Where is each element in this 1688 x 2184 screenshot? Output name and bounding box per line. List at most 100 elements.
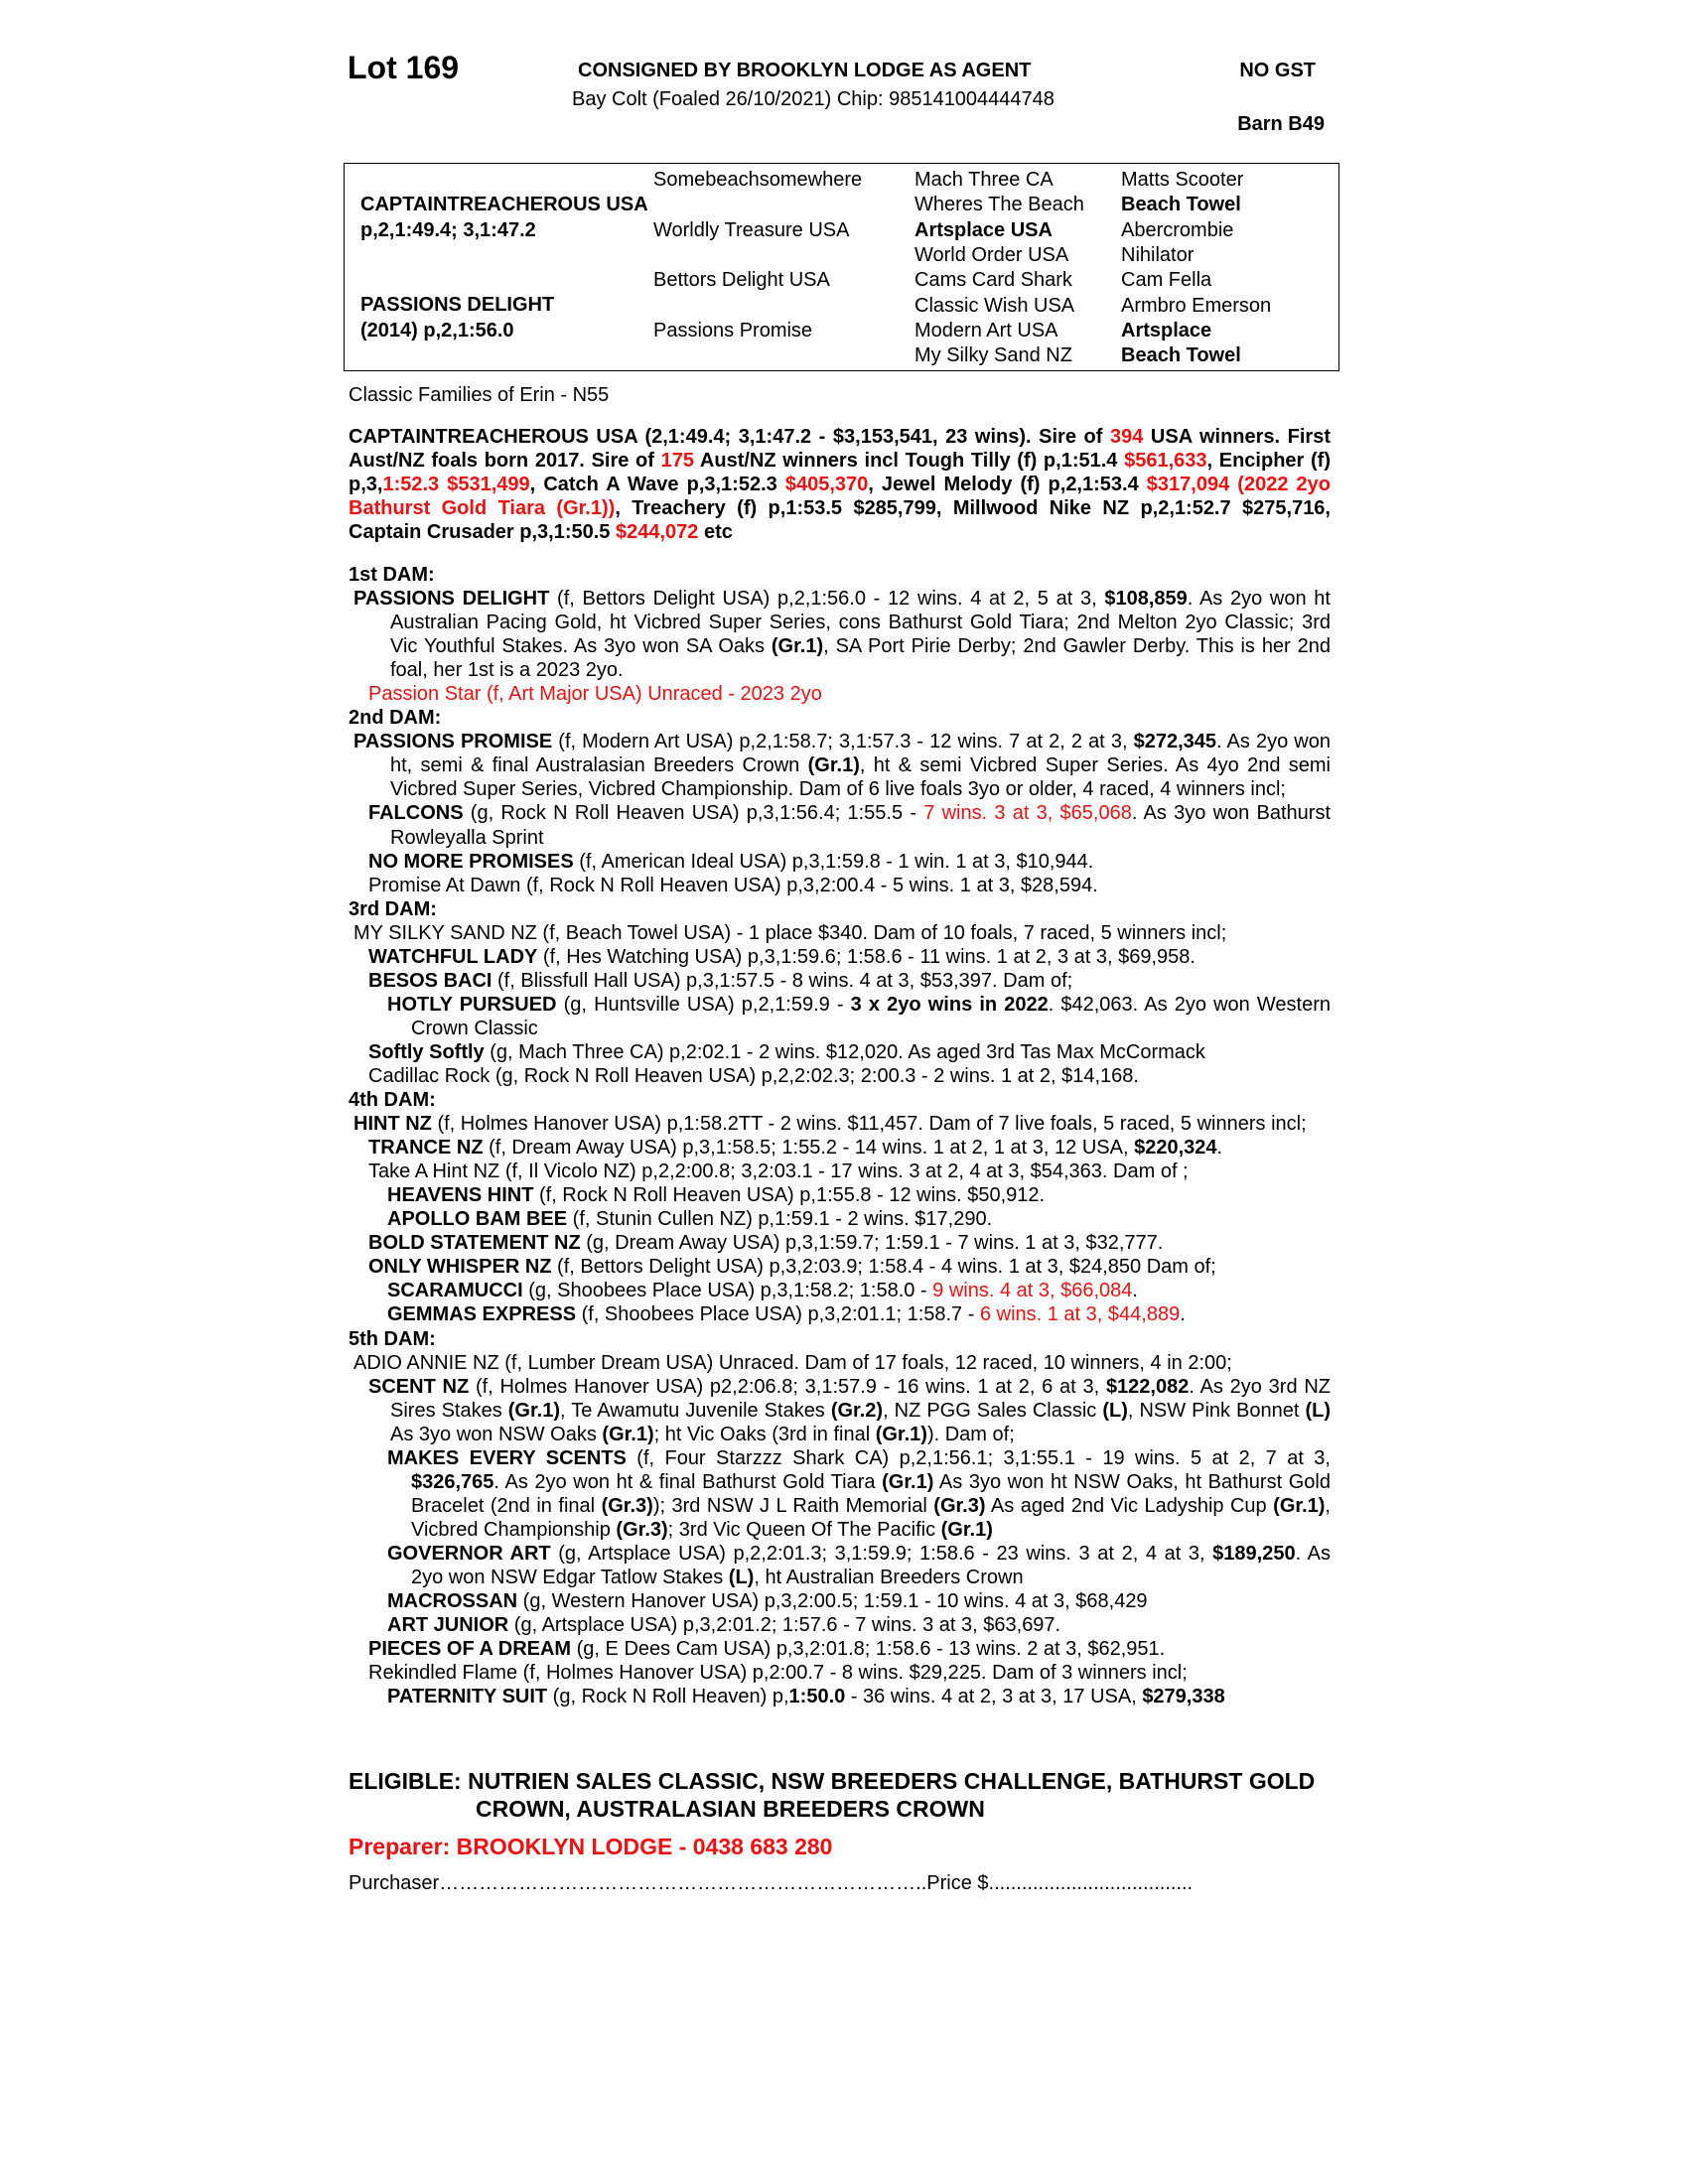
- produce-entry: GOVERNOR ART (g, Artsplace USA) p,2,2:01…: [348, 1542, 1331, 1589]
- pedigree-gen4: Abercrombie: [1121, 218, 1234, 241]
- produce-entry: Softly Softly (g, Mach Three CA) p,2:02.…: [348, 1040, 1331, 1064]
- pedigree-gen3: Modern Art USA: [914, 319, 1058, 341]
- produce-entry: SCENT NZ (f, Holmes Hanover USA) p2,2:06…: [348, 1375, 1331, 1446]
- pedigree-gen4: Artsplace: [1121, 319, 1212, 341]
- text-segment: , NSW Pink Bonnet: [1127, 1399, 1306, 1422]
- pedigree-gen3: Cams Card Shark: [914, 269, 1072, 292]
- dam-heading: 5th DAM:: [349, 1327, 436, 1350]
- produce-entry: ONLY WHISPER NZ (f, Bettors Delight USA)…: [348, 1255, 1331, 1279]
- text-segment: . As 2yo won ht & final Bathurst Gold Ti…: [493, 1470, 883, 1493]
- text-segment: - 36 wins. 4 at 2, 3 at 3, 17 USA,: [845, 1686, 1143, 1708]
- text-segment: ADIO ANNIE NZ (f, Lumber Dream USA) Unra…: [353, 1351, 1232, 1374]
- text-segment: (Gr.2): [830, 1399, 884, 1422]
- gst-status: NO GST: [1239, 60, 1316, 81]
- text-segment: GOVERNOR ART: [387, 1542, 551, 1565]
- text-segment: (Gr.3): [616, 1518, 668, 1541]
- text-segment: (f, Holmes Hanover USA) p2,2:06.8; 3,1:5…: [469, 1375, 1106, 1398]
- text-segment: (L): [1305, 1399, 1331, 1422]
- text-segment: As 3yo won NSW Oaks: [390, 1423, 603, 1445]
- produce-entry: MY SILKY SAND NZ (f, Beach Towel USA) - …: [348, 921, 1331, 945]
- pedigree-dam: PASSIONS DELIGHT: [360, 294, 555, 316]
- text-segment: (Gr.3): [933, 1494, 986, 1517]
- produce-entry: MACROSSAN (g, Western Hanover USA) p,3,2…: [348, 1589, 1331, 1613]
- text-segment: MY SILKY SAND NZ (f, Beach Towel USA) - …: [353, 921, 1227, 944]
- purchaser-price-line[interactable]: Purchaser………………………………………………………………..Price…: [349, 1872, 1194, 1894]
- text-segment: (Gr.1): [940, 1518, 993, 1541]
- text-segment: ; 3rd Vic Queen Of The Pacific: [667, 1518, 941, 1541]
- produce-entry: Promise At Dawn (f, Rock N Roll Heaven U…: [348, 874, 1331, 897]
- text-segment: (f, Dream Away USA) p,3,1:58.5; 1:55.2 -…: [483, 1137, 1135, 1160]
- text-segment: $189,250: [1212, 1542, 1296, 1565]
- text-segment: (f, Bettors Delight USA) p,2,1:56.0 - 12…: [549, 588, 1105, 611]
- text-segment: (f, Rock N Roll Heaven USA) p,1:55.8 - 1…: [533, 1184, 1046, 1207]
- produce-entry: ART JUNIOR (g, Artsplace USA) p,3,2:01.2…: [348, 1613, 1331, 1637]
- dam-lines: 1st DAM: PASSIONS DELIGHT (f, Bettors Del…: [348, 563, 1331, 1708]
- text-segment: . As 2yo 3rd NZ Sires Stakes: [390, 1375, 1331, 1422]
- text-segment: . As 2yo won ht, semi & final Australasi…: [390, 731, 1331, 777]
- text-segment: ONLY WHISPER NZ: [368, 1256, 552, 1279]
- produce-entry: GEMMAS EXPRESS (f, Shoobees Place USA) p…: [348, 1302, 1331, 1326]
- text-segment: ); 3rd NSW J L Raith Memorial: [652, 1494, 934, 1517]
- text-segment: 394: [1109, 426, 1144, 448]
- text-segment: 7 wins. 3 at 3, $65,068: [923, 802, 1132, 825]
- produce-entry: Take A Hint NZ (f, Il Vicolo NZ) p,2,2:0…: [348, 1160, 1331, 1183]
- eligibility: ELIGIBLE: NUTRIEN SALES CLASSIC, NSW BRE…: [349, 1768, 1316, 1822]
- text-segment: $317,094 (2022 2yo Bathurst Gold Tiara (…: [349, 474, 1332, 519]
- text-segment: (g, Mach Three CA) p,2:02.1 - 2 wins. $1…: [484, 1040, 1205, 1063]
- text-segment: 1:52.3 $531,499: [382, 474, 530, 495]
- text-segment: , Jewel Melody (f) p,2,1:53.4: [868, 474, 1147, 495]
- text-segment: Promise At Dawn (f, Rock N Roll Heaven U…: [368, 874, 1098, 896]
- text-segment: (g, Western Hanover USA) p,3,2:00.5; 1:5…: [517, 1590, 1148, 1613]
- text-segment: ). Dam of;: [926, 1423, 1015, 1445]
- text-segment: (g, Rock N Roll Heaven USA) p,3,1:56.4; …: [463, 802, 924, 825]
- text-segment: (g, Dream Away USA) p,3,1:59.7; 1:59.1 -…: [580, 1232, 1164, 1255]
- horse-description: Bay Colt (Foaled 26/10/2021) Chip: 98514…: [572, 88, 1055, 110]
- text-segment: $561,633: [1124, 450, 1207, 472]
- produce-entry: PASSIONS PROMISE (f, Modern Art USA) p,2…: [348, 730, 1331, 801]
- text-segment: (f, Stunin Cullen NZ) p,1:59.1 - 2 wins.…: [567, 1208, 993, 1231]
- text-segment: (L): [1102, 1399, 1128, 1422]
- text-segment: PIECES OF A DREAM: [368, 1638, 572, 1661]
- pedigree-gen4: Beach Towel: [1121, 194, 1241, 216]
- text-segment: Rekindled Flame (f, Holmes Hanover USA) …: [368, 1662, 1188, 1685]
- pedigree-gen4: Nihilator: [1121, 243, 1195, 266]
- produce-entry: Passion Star (f, Art Major USA) Unraced …: [348, 682, 1331, 706]
- consignor: CONSIGNED BY BROOKLYN LODGE AS AGENT: [578, 60, 1032, 81]
- text-segment: (Gr.1): [875, 1423, 927, 1445]
- text-segment: (Gr.1): [1273, 1494, 1326, 1517]
- pedigree-gen3: Wheres The Beach: [914, 194, 1084, 216]
- text-segment: (f, Hes Watching USA) p,3,1:59.6; 1:58.6…: [537, 945, 1196, 968]
- text-segment: FALCONS: [368, 802, 464, 825]
- dam-heading: 2nd DAM:: [349, 707, 442, 730]
- text-segment: (Gr.1): [602, 1423, 654, 1445]
- text-segment: $244,072: [615, 521, 699, 543]
- text-segment: ; ht Vic Oaks (3rd in final: [653, 1423, 876, 1445]
- text-segment: HEAVENS HINT: [387, 1184, 534, 1207]
- pedigree-gen3: Mach Three CA: [914, 169, 1054, 191]
- text-segment: 6 wins. 1 at 3, $44,889: [979, 1303, 1181, 1326]
- text-segment: (g, Shoobees Place USA) p,3,1:58.2; 1:58…: [522, 1280, 933, 1302]
- text-segment: , NZ PGG Sales Classic: [883, 1399, 1103, 1422]
- produce-entry: TRANCE NZ (f, Dream Away USA) p,3,1:58.5…: [348, 1136, 1331, 1160]
- produce-entry: PATERNITY SUIT (g, Rock N Roll Heaven) p…: [348, 1685, 1331, 1708]
- text-segment: APOLLO BAM BEE: [387, 1208, 568, 1231]
- text-segment: (Gr.3): [601, 1494, 653, 1517]
- text-segment: .: [1132, 1280, 1138, 1302]
- produce-entry: ADIO ANNIE NZ (f, Lumber Dream USA) Unra…: [348, 1351, 1331, 1375]
- text-segment: GEMMAS EXPRESS: [387, 1303, 577, 1326]
- produce-entry: WATCHFUL LADY (f, Hes Watching USA) p,3,…: [348, 945, 1331, 969]
- pedigree-gen3: Classic Wish USA: [914, 294, 1075, 317]
- barn-location: Barn B49: [1237, 113, 1325, 135]
- text-segment: $326,765: [411, 1470, 494, 1493]
- text-segment: .: [1180, 1303, 1186, 1326]
- text-segment: 175: [660, 450, 694, 472]
- text-segment: $405,370: [784, 474, 869, 495]
- text-segment: (f, Blissfull Hall USA) p,3,1:57.5 - 8 w…: [492, 969, 1073, 992]
- text-segment: TRANCE NZ: [368, 1137, 484, 1160]
- text-segment: , ht & semi Vicbred Super Series. As 4yo…: [390, 754, 1331, 801]
- text-segment: SCENT NZ: [368, 1375, 470, 1398]
- text-segment: $108,859: [1104, 588, 1188, 611]
- text-segment: PASSIONS PROMISE: [353, 731, 553, 753]
- produce-entry: HINT NZ (f, Holmes Hanover USA) p,1:58.2…: [348, 1112, 1331, 1136]
- text-segment: 3 x 2yo wins in 2022: [850, 993, 1049, 1016]
